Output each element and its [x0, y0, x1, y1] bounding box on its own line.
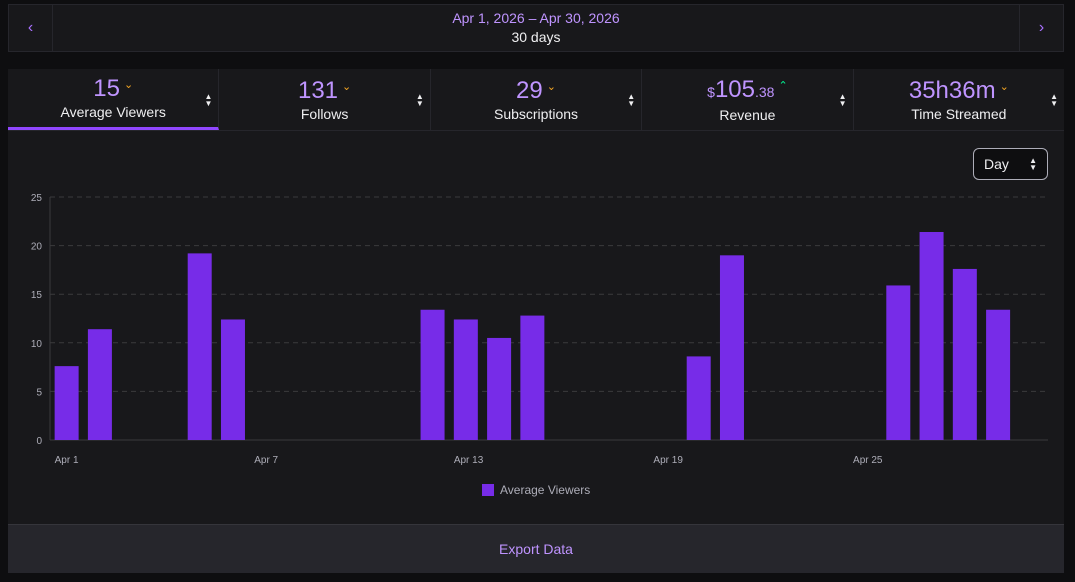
sort-icon[interactable]: ▲ ▼ — [415, 92, 424, 108]
y-tick-label: 0 — [36, 436, 42, 447]
x-tick-label: Apr 25 — [853, 455, 883, 466]
tab-value: 29 — [516, 76, 543, 104]
interval-select[interactable]: Day ▲ ▼ — [973, 148, 1048, 180]
tab-follows[interactable]: 131 ⌄ Follows ▲ ▼ — [219, 69, 431, 130]
revenue-whole: 105 — [714, 75, 755, 103]
bar — [220, 319, 245, 440]
y-tick-label: 10 — [31, 339, 43, 350]
tab-average-viewers[interactable]: 15 ⌄ Average Viewers ▲ ▼ — [8, 69, 220, 130]
bar — [420, 309, 445, 440]
bar — [453, 319, 478, 440]
y-tick-label: 25 — [31, 193, 43, 204]
interval-select-value: Day — [984, 156, 1009, 172]
bar — [686, 356, 711, 440]
chevron-right-icon: › — [1038, 19, 1045, 36]
bar — [719, 255, 744, 440]
tab-label: Time Streamed — [911, 105, 1007, 122]
x-tick-label: Apr 7 — [254, 455, 278, 466]
stats-panel: 15 ⌄ Average Viewers ▲ ▼ 131 ⌄ Follows ▲ ▼… — [8, 69, 1064, 573]
bar — [187, 253, 212, 440]
bar — [487, 337, 512, 440]
x-tick-label: Apr 19 — [653, 455, 683, 466]
y-tick-label: 15 — [31, 290, 43, 301]
date-range-navigator: ‹ Apr 1, 2026 – Apr 30, 2026 30 days › — [8, 4, 1064, 52]
bar — [952, 268, 977, 440]
sort-icon[interactable]: ▲ ▼ — [838, 92, 847, 108]
average-viewers-chart: 0 5 10 15 20 25 Apr 1 Apr 7 Apr 13 Apr 19 Apr 25 — [31, 193, 1048, 466]
trend-down-icon: ⌄ — [342, 80, 352, 93]
trend-up-icon: ⌃ — [778, 79, 788, 92]
tab-value: 131 — [297, 76, 339, 104]
bar — [886, 285, 911, 440]
date-range-display: Apr 1, 2026 – Apr 30, 2026 30 days — [53, 5, 1019, 51]
tab-subscriptions[interactable]: 29 ⌄ Subscriptions ▲ ▼ — [431, 69, 643, 130]
tab-value: 35h36m — [908, 76, 996, 104]
revenue-cents: .38 — [755, 83, 775, 100]
bar — [919, 231, 944, 440]
bar — [87, 329, 112, 440]
metric-tabs: 15 ⌄ Average Viewers ▲ ▼ 131 ⌄ Follows ▲ ▼… — [8, 69, 1064, 131]
tab-label: Subscriptions — [493, 105, 579, 122]
tab-label: Average Viewers — [60, 104, 166, 120]
legend-label: Average Viewers — [500, 483, 591, 497]
tab-time-streamed[interactable]: 35h36m ⌄ Time Streamed ▲ ▼ — [854, 69, 1064, 130]
trend-down-icon: ⌄ — [123, 79, 134, 91]
chart-legend: Average Viewers — [482, 483, 590, 497]
y-tick-label: 5 — [36, 387, 42, 398]
bar — [54, 366, 79, 440]
date-range-text[interactable]: Apr 1, 2026 – Apr 30, 2026 — [452, 10, 620, 26]
export-data-button[interactable]: Export Data — [8, 524, 1064, 573]
date-range-days: 30 days — [511, 29, 561, 45]
next-period-button[interactable]: › — [1019, 5, 1063, 51]
tab-revenue[interactable]: $105.38 ⌃ Revenue ▲ ▼ — [642, 69, 854, 130]
x-tick-label: Apr 13 — [454, 455, 484, 466]
y-tick-label: 20 — [31, 242, 43, 253]
tab-value: 15 — [93, 75, 120, 102]
x-tick-label: Apr 1 — [55, 455, 79, 466]
bar — [986, 309, 1011, 440]
trend-down-icon: ⌄ — [546, 80, 556, 93]
legend-swatch — [482, 484, 494, 496]
currency-symbol: $ — [707, 83, 715, 100]
chevron-left-icon: ‹ — [27, 19, 34, 36]
select-updown-icon: ▲ ▼ — [1029, 156, 1037, 172]
sort-icon[interactable]: ▲ ▼ — [627, 92, 636, 108]
sort-icon[interactable]: ▲ ▼ — [204, 92, 213, 108]
bar — [520, 315, 545, 440]
sort-icon[interactable]: ▲ ▼ — [1050, 92, 1058, 108]
export-data-label: Export Data — [499, 541, 573, 557]
tab-label: Follows — [300, 105, 349, 122]
tab-value: $105.38 — [707, 76, 774, 106]
prev-period-button[interactable]: ‹ — [9, 5, 53, 51]
trend-down-icon: ⌄ — [999, 80, 1009, 93]
tab-label: Revenue — [719, 106, 776, 123]
